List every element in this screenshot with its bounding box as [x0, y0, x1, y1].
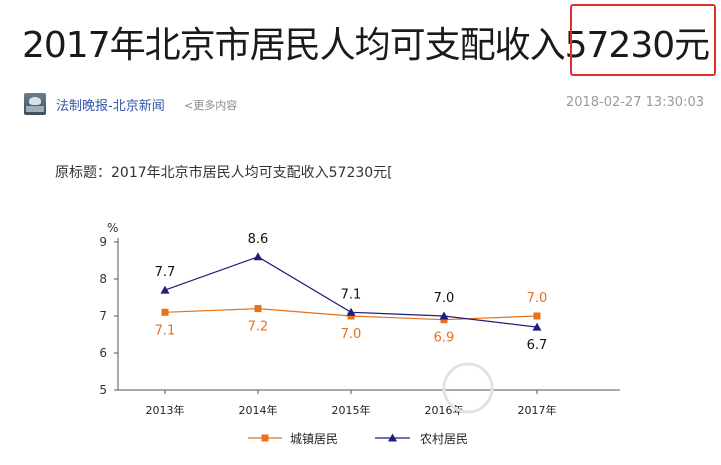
x-tick-label: 2017年 — [518, 403, 557, 417]
data-point-rural — [532, 322, 542, 331]
data-point-urban — [161, 308, 169, 316]
y-tick-label: 9 — [99, 235, 107, 249]
data-point-rural — [346, 307, 356, 316]
y-axis-unit-label: % — [107, 221, 118, 235]
data-point-urban — [533, 312, 541, 320]
x-tick-label: 2013年 — [146, 403, 185, 417]
source-logo-icon[interactable] — [24, 93, 46, 115]
headline-main-text: 2017年北京市居民人均可支配收入 — [22, 25, 566, 66]
data-label: 6.7 — [527, 338, 548, 353]
data-label: 7.0 — [527, 291, 548, 306]
data-label: 8.6 — [248, 232, 269, 247]
data-label: 7.7 — [155, 265, 176, 280]
data-point-urban — [254, 305, 262, 313]
y-tick-label: 7 — [99, 309, 107, 323]
headline-highlight-text: 57230元 — [564, 25, 711, 66]
article-meta: 法制晚报-北京新闻 <更多内容 2018-02-27 13:30:03 — [24, 92, 704, 116]
legend-label: 农村居民 — [420, 432, 468, 446]
y-tick-label: 8 — [99, 272, 107, 286]
data-point-rural — [439, 311, 449, 320]
legend-marker-rural — [388, 433, 397, 442]
article-headline: 2017年北京市居民人均可支配收入57230元 — [22, 16, 711, 68]
watermark-logo — [442, 362, 494, 414]
original-title: 原标题：2017年北京市居民人均可支配收入57230元[ — [55, 162, 393, 182]
y-tick-label: 5 — [99, 383, 107, 397]
x-tick-label: 2014年 — [239, 403, 278, 417]
original-title-text: 2017年北京市居民人均可支配收入57230元[ — [111, 165, 393, 181]
data-point-rural — [160, 285, 170, 294]
highlight-box — [570, 4, 716, 76]
more-content-link[interactable]: <更多内容 — [184, 99, 238, 112]
data-label: 7.0 — [341, 327, 362, 342]
original-title-label: 原标题： — [55, 165, 111, 181]
legend-marker-urban — [261, 434, 269, 442]
data-label: 7.1 — [155, 323, 176, 338]
publish-timestamp: 2018-02-27 13:30:03 — [565, 95, 704, 110]
data-point-rural — [253, 252, 263, 261]
x-tick-label: 2015年 — [332, 403, 371, 417]
data-label: 7.1 — [341, 287, 362, 302]
legend-label: 城镇居民 — [290, 432, 338, 446]
data-point-urban — [347, 312, 355, 320]
data-label: 7.2 — [248, 320, 269, 335]
source-link[interactable]: 法制晚报-北京新闻 — [56, 99, 165, 114]
data-label: 6.9 — [434, 331, 455, 346]
y-tick-label: 6 — [99, 346, 107, 360]
data-label: 7.0 — [434, 291, 455, 306]
data-point-urban — [440, 316, 448, 324]
